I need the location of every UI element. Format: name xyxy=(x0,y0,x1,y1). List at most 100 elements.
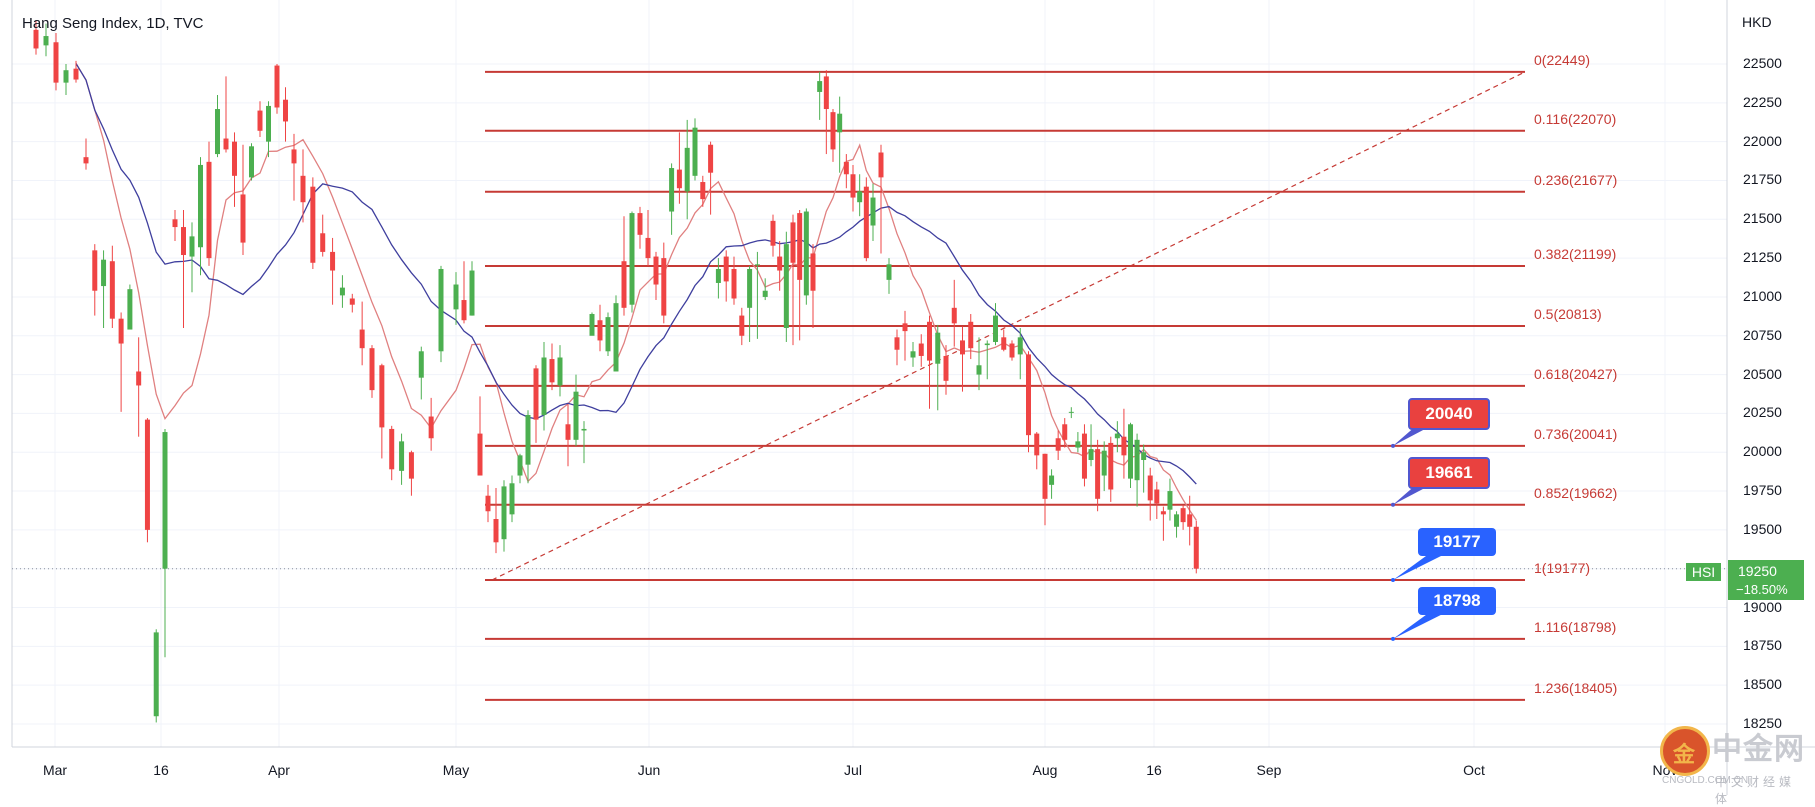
cngold-logo-icon: 金 xyxy=(1660,726,1710,776)
candle-body xyxy=(1193,526,1199,569)
candle xyxy=(162,428,168,658)
candle-body xyxy=(408,452,414,479)
candle xyxy=(1088,424,1094,467)
candle-body xyxy=(509,483,515,515)
candle xyxy=(777,241,783,291)
candle xyxy=(53,32,59,91)
candle-body xyxy=(181,227,186,256)
fib-level-label: 0.236(21677) xyxy=(1534,171,1618,188)
candle xyxy=(1160,506,1166,541)
candle-body xyxy=(63,70,69,83)
candle-body xyxy=(910,351,916,358)
candle xyxy=(153,629,159,723)
candle xyxy=(509,475,515,523)
candle-body xyxy=(1049,475,1055,485)
candle xyxy=(1068,407,1074,419)
candle xyxy=(870,183,876,242)
candle xyxy=(181,209,186,328)
candle xyxy=(943,345,949,395)
candle xyxy=(438,265,444,363)
candle-body xyxy=(249,146,254,178)
y-tick-label: 20250 xyxy=(1743,404,1782,421)
fib-level-label: 0.116(22070) xyxy=(1534,110,1617,127)
fib-level-label: 1(19177) xyxy=(1534,560,1591,577)
candle-body xyxy=(810,253,816,291)
price-callout[interactable]: 20040 xyxy=(1408,397,1490,430)
candle-body xyxy=(453,284,459,310)
candle-body xyxy=(330,251,336,271)
callout-pointers xyxy=(1391,425,1441,641)
chart-title: Hang Seng Index, 1D, TVC xyxy=(22,15,204,32)
candle-body xyxy=(918,343,924,356)
candle-body xyxy=(438,268,444,352)
y-tick-label: 21750 xyxy=(1743,171,1782,188)
candle-body xyxy=(1114,433,1120,439)
candle-body xyxy=(369,348,375,391)
candle-body xyxy=(886,264,892,280)
candle-body xyxy=(629,213,635,305)
candle xyxy=(206,141,212,266)
candle xyxy=(1062,418,1068,448)
candle xyxy=(843,154,849,189)
y-tick-label: 22000 xyxy=(1743,132,1782,149)
candle xyxy=(1081,424,1087,487)
candle-body xyxy=(613,303,619,372)
candle xyxy=(1049,469,1055,499)
candle xyxy=(310,177,316,269)
candle-body xyxy=(162,432,168,569)
candle-body xyxy=(565,424,571,440)
callout-pointer xyxy=(1393,614,1441,639)
candle-body xyxy=(1101,450,1107,476)
candle-body xyxy=(837,113,843,133)
candle-body xyxy=(960,340,965,355)
candle-body xyxy=(669,168,675,212)
candle-body xyxy=(1141,452,1147,460)
price-callout[interactable]: 19661 xyxy=(1408,456,1490,489)
candle xyxy=(549,343,555,391)
candle-body xyxy=(189,236,195,257)
candle xyxy=(339,275,345,308)
x-tick-label: Aug xyxy=(1032,762,1058,778)
candle xyxy=(1108,436,1114,502)
candle-body xyxy=(517,455,523,476)
y-tick-label: 18750 xyxy=(1743,637,1782,654)
fib-level-label: 0.618(20427) xyxy=(1534,365,1618,382)
fib-level-label: 0(22449) xyxy=(1534,51,1591,68)
candle-body xyxy=(1128,424,1133,479)
candle xyxy=(1128,422,1133,488)
candle-body xyxy=(291,149,297,164)
candles xyxy=(33,20,1199,723)
price-callout[interactable]: 18798 xyxy=(1418,586,1496,615)
candle-body xyxy=(581,428,587,431)
y-tick-label: 20000 xyxy=(1743,443,1782,460)
last-price-tag: 19250 −18.50% xyxy=(1728,560,1804,600)
candle-body xyxy=(605,317,611,352)
fib-level-label: 0.5(20813) xyxy=(1534,305,1602,322)
candle xyxy=(1134,433,1140,507)
candle xyxy=(754,251,760,339)
candle xyxy=(878,144,884,254)
candle xyxy=(266,101,271,158)
candle xyxy=(715,258,721,299)
candle xyxy=(1193,520,1199,574)
candle xyxy=(379,363,385,459)
chart-axes xyxy=(11,0,1815,795)
candle xyxy=(708,141,714,215)
candle xyxy=(1017,327,1023,380)
candle-body xyxy=(684,147,690,192)
fib-level-label: 0.736(20041) xyxy=(1534,425,1618,442)
fib-level-label: 1.116(18798) xyxy=(1534,618,1617,635)
price-callout[interactable]: 19177 xyxy=(1418,528,1496,557)
candle xyxy=(283,87,288,142)
candle-body xyxy=(1075,441,1081,448)
callout-anchor xyxy=(1391,636,1395,641)
candle-body xyxy=(1121,436,1127,456)
candle xyxy=(637,206,643,249)
x-tick-label: 16 xyxy=(1146,762,1162,778)
candle-body xyxy=(637,213,643,235)
candle-body xyxy=(754,264,760,266)
candle xyxy=(863,177,869,262)
candle-body xyxy=(708,144,714,173)
candle xyxy=(369,345,375,398)
